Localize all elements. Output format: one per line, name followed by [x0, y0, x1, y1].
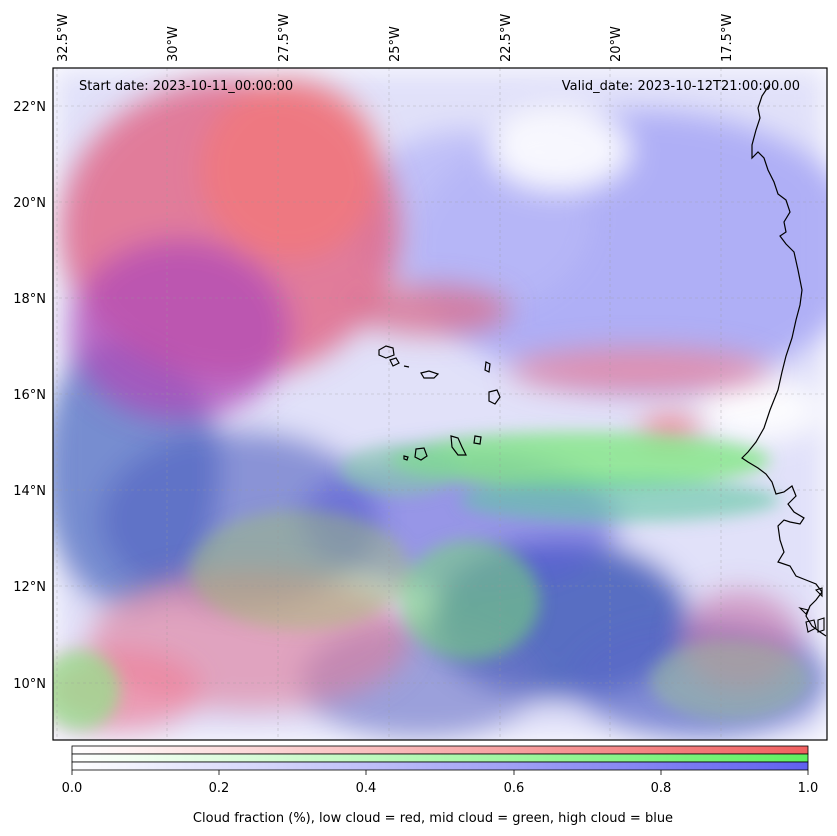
gridlines: [53, 68, 827, 740]
mid-cloud-layer: [53, 432, 810, 730]
colorbar: 0.0 0.2 0.4 0.6 0.8 1.0 Cloud fraction (…: [62, 745, 819, 826]
colorbar-tick-label: 0.8: [651, 781, 672, 796]
lat-label: 18°N: [13, 292, 46, 307]
colorbar-low-strip: [71, 745, 809, 755]
coastal-islands: [798, 587, 825, 633]
lat-label: 12°N: [13, 580, 46, 595]
longitude-labels: 32.5°W 30°W 27.5°W 25°W 22.5°W 20°W 17.5…: [56, 14, 735, 62]
colorbar-label: Cloud fraction (%), low cloud = red, mid…: [193, 811, 673, 826]
lat-label: 22°N: [13, 100, 46, 115]
colorbar-mid-strip: [71, 753, 809, 763]
africa-coastline: [741, 83, 827, 637]
lat-label: 14°N: [13, 484, 46, 499]
colorbar-high-strip: [71, 761, 809, 771]
lat-label: 10°N: [13, 677, 46, 692]
lon-label: 22.5°W: [499, 14, 514, 62]
lon-label: 32.5°W: [56, 14, 71, 62]
lon-label: 30°W: [166, 26, 181, 62]
cape-verde-islands: [378, 345, 501, 461]
valid-date-text: Valid_date: 2023-10-12T21:00:00.00: [562, 79, 800, 94]
lon-label: 20°W: [609, 26, 624, 62]
lon-label: 27.5°W: [277, 14, 292, 62]
latitude-labels: 22°N 20°N 18°N 16°N 14°N 12°N 10°N: [13, 100, 46, 692]
colorbar-tick-label: 0.4: [356, 781, 377, 796]
start-date-text: Start date: 2023-10-11_00:00:00: [79, 79, 293, 94]
lon-label: 17.5°W: [720, 14, 735, 62]
colorbar-tick-label: 1.0: [798, 781, 819, 796]
map-frame: [52, 67, 828, 741]
colorbar-tick-label: 0.0: [62, 781, 83, 796]
colorbar-tick-label: 0.2: [209, 781, 230, 796]
lat-label: 16°N: [13, 388, 46, 403]
colorbar-tick-label: 0.6: [504, 781, 525, 796]
lat-label: 20°N: [13, 196, 46, 211]
lon-label: 25°W: [388, 26, 403, 62]
cloud-field: [53, 68, 827, 740]
